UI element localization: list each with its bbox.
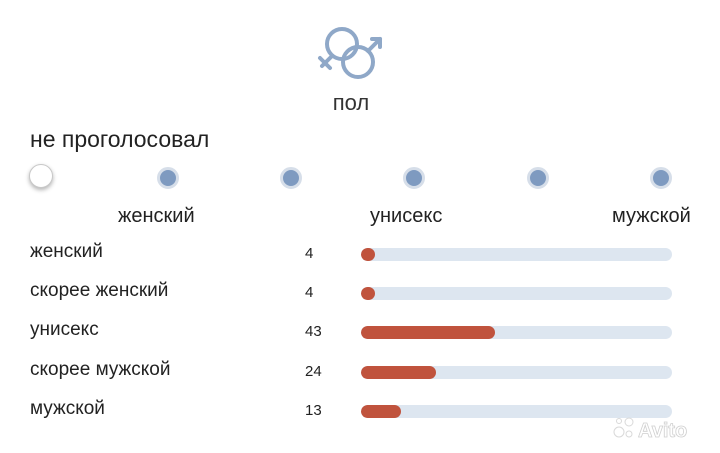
scale-option-5[interactable] bbox=[527, 167, 549, 189]
result-count: 13 bbox=[305, 402, 322, 419]
result-bar-fill bbox=[361, 366, 436, 379]
result-row: скорее мужской 24 bbox=[0, 356, 720, 386]
scale-label-center: унисекс bbox=[370, 205, 443, 227]
result-bar-fill bbox=[361, 248, 375, 261]
result-count: 4 bbox=[305, 284, 314, 301]
result-label: мужской bbox=[30, 398, 105, 419]
result-bar-track bbox=[361, 248, 672, 261]
result-count: 24 bbox=[305, 363, 322, 380]
result-row: женский 4 bbox=[0, 238, 720, 268]
scale-option-2[interactable] bbox=[157, 167, 179, 189]
result-row: скорее женский 4 bbox=[0, 277, 720, 307]
result-bar-track bbox=[361, 287, 672, 300]
scale-option-6[interactable] bbox=[650, 167, 672, 189]
scale-label-left: женский bbox=[118, 205, 195, 227]
result-label: унисекс bbox=[30, 319, 99, 340]
result-label: скорее женский bbox=[30, 280, 169, 301]
avito-watermark: Avito bbox=[613, 417, 688, 442]
gender-symbols-icon bbox=[318, 27, 382, 79]
result-label: женский bbox=[30, 241, 103, 262]
result-count: 4 bbox=[305, 245, 314, 262]
result-label: скорее мужской bbox=[30, 359, 171, 380]
svg-text:Avito: Avito bbox=[638, 420, 687, 442]
result-count: 43 bbox=[305, 323, 322, 340]
result-row: мужской 13 bbox=[0, 395, 720, 425]
vote-status-text: не проголосовал bbox=[30, 126, 210, 152]
result-bar-track bbox=[361, 366, 672, 379]
result-row: унисекс 43 bbox=[0, 316, 720, 346]
page-title: пол bbox=[332, 90, 370, 115]
result-bar-fill bbox=[361, 326, 495, 339]
result-bar-fill bbox=[361, 287, 375, 300]
result-bar-track bbox=[361, 405, 672, 418]
scale-option-4[interactable] bbox=[403, 167, 425, 189]
scale-option-3[interactable] bbox=[280, 167, 302, 189]
scale-option-1[interactable] bbox=[29, 164, 53, 188]
result-bar-fill bbox=[361, 405, 402, 418]
gender-scale bbox=[0, 160, 720, 194]
result-bar-track bbox=[361, 326, 672, 339]
scale-label-right: мужской bbox=[612, 205, 691, 227]
